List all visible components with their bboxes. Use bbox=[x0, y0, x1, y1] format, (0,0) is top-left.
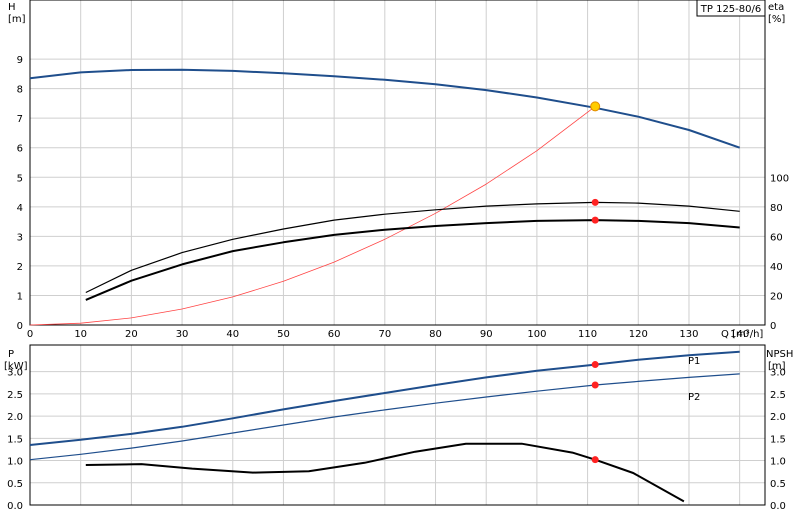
y-right-tick-label: 80 bbox=[770, 203, 783, 214]
y-left-tick-label: 0 bbox=[17, 321, 23, 332]
chart-ticks: 0 10 20 30 40 50 60 70 80 90 100 110 120 130 140012345… bbox=[7, 55, 789, 512]
y-left-tick-label: 2.5 bbox=[7, 390, 23, 401]
y-left-tick-label: 1.0 bbox=[7, 457, 23, 468]
p2-series-label: P2 bbox=[688, 392, 700, 403]
y-right-tick-label: 40 bbox=[770, 262, 783, 273]
eta-axis-unit: [%] bbox=[768, 14, 785, 25]
head-chart-grid bbox=[29, 0, 765, 326]
y-left-tick-label: 0.5 bbox=[7, 479, 23, 490]
y-left-tick-label: 1.5 bbox=[7, 434, 23, 445]
y-right-tick-label: 0.5 bbox=[770, 479, 786, 490]
x-tick-label: 120 bbox=[629, 329, 648, 340]
model-label-box bbox=[696, 0, 766, 17]
y-left-tick-label: 8 bbox=[17, 85, 23, 96]
p1-point-marker bbox=[591, 361, 599, 369]
x-tick-label: 100 bbox=[527, 329, 546, 340]
x-tick-label: 80 bbox=[429, 329, 442, 340]
p1-series-label: P1 bbox=[688, 356, 700, 367]
x-tick-label: 20 bbox=[125, 329, 138, 340]
y-right-tick-label: 1.0 bbox=[770, 457, 786, 468]
eta1-curve bbox=[85, 201, 740, 294]
system-curve bbox=[29, 106, 596, 326]
eta2-curve bbox=[85, 219, 740, 301]
x-tick-label: 60 bbox=[328, 329, 341, 340]
eta1-point-marker bbox=[591, 198, 599, 206]
y-right-tick-label: 2.5 bbox=[770, 390, 786, 401]
y-left-tick-label: 2 bbox=[17, 262, 23, 273]
y-right-tick-label: 3.0 bbox=[770, 368, 786, 379]
p2-curve bbox=[29, 373, 740, 461]
flow-axis-title: Q [m³/h] bbox=[721, 329, 763, 340]
x-tick-label: 70 bbox=[378, 329, 391, 340]
x-tick-label: 0 bbox=[27, 329, 33, 340]
x-tick-label: 30 bbox=[176, 329, 189, 340]
power-axis-title: P bbox=[8, 349, 14, 360]
power-axis-unit: [kW] bbox=[4, 361, 28, 372]
eta-axis-title: eta bbox=[768, 2, 784, 13]
y-right-tick-label: 2.0 bbox=[770, 412, 786, 423]
y-right-tick-label: 0 bbox=[770, 321, 776, 332]
duty-point-marker bbox=[590, 101, 601, 112]
y-left-tick-label: 4 bbox=[17, 203, 23, 214]
y-left-tick-label: 2.0 bbox=[7, 412, 23, 423]
y-left-tick-label: 3 bbox=[17, 232, 23, 243]
eta2-point-marker bbox=[591, 216, 599, 224]
npsh-axis-title: NPSH bbox=[766, 349, 793, 360]
y-right-tick-label: 20 bbox=[770, 291, 783, 302]
p2-point-marker bbox=[591, 381, 599, 389]
y-right-tick-label: 0.0 bbox=[770, 501, 786, 512]
y-left-tick-label: 3.0 bbox=[7, 368, 23, 379]
x-tick-label: 90 bbox=[480, 329, 493, 340]
x-tick-label: 50 bbox=[277, 329, 290, 340]
x-tick-label: 140 bbox=[730, 329, 749, 340]
power-chart-grid bbox=[29, 345, 765, 506]
head-chart-series bbox=[29, 68, 741, 326]
x-tick-label: 40 bbox=[226, 329, 239, 340]
head-axis-title: H bbox=[8, 2, 16, 13]
y-right-tick-label: 60 bbox=[770, 232, 783, 243]
x-tick-label: 10 bbox=[74, 329, 87, 340]
head-chart-frame bbox=[29, 0, 766, 326]
y-left-tick-label: 6 bbox=[17, 144, 23, 155]
head-axis-unit: [m] bbox=[8, 14, 26, 25]
y-left-tick-label: 7 bbox=[17, 114, 23, 125]
x-tick-label: 110 bbox=[578, 329, 597, 340]
y-left-tick-label: 5 bbox=[17, 173, 23, 184]
model-label: TP 125-80/6 bbox=[700, 4, 761, 15]
power-chart-frame bbox=[29, 344, 766, 506]
y-right-tick-label: 1.5 bbox=[770, 434, 786, 445]
y-right-tick-label: 100 bbox=[770, 173, 789, 184]
npsh-point-marker bbox=[591, 456, 599, 464]
chart-markers bbox=[590, 101, 601, 464]
p1-curve bbox=[29, 350, 740, 446]
y-left-tick-label: 9 bbox=[17, 55, 23, 66]
npsh-axis-unit: [m] bbox=[768, 361, 786, 372]
x-tick-label: 130 bbox=[679, 329, 698, 340]
y-left-tick-label: 0.0 bbox=[7, 501, 23, 512]
head-curve bbox=[29, 68, 741, 149]
y-left-tick-label: 1 bbox=[17, 291, 23, 302]
